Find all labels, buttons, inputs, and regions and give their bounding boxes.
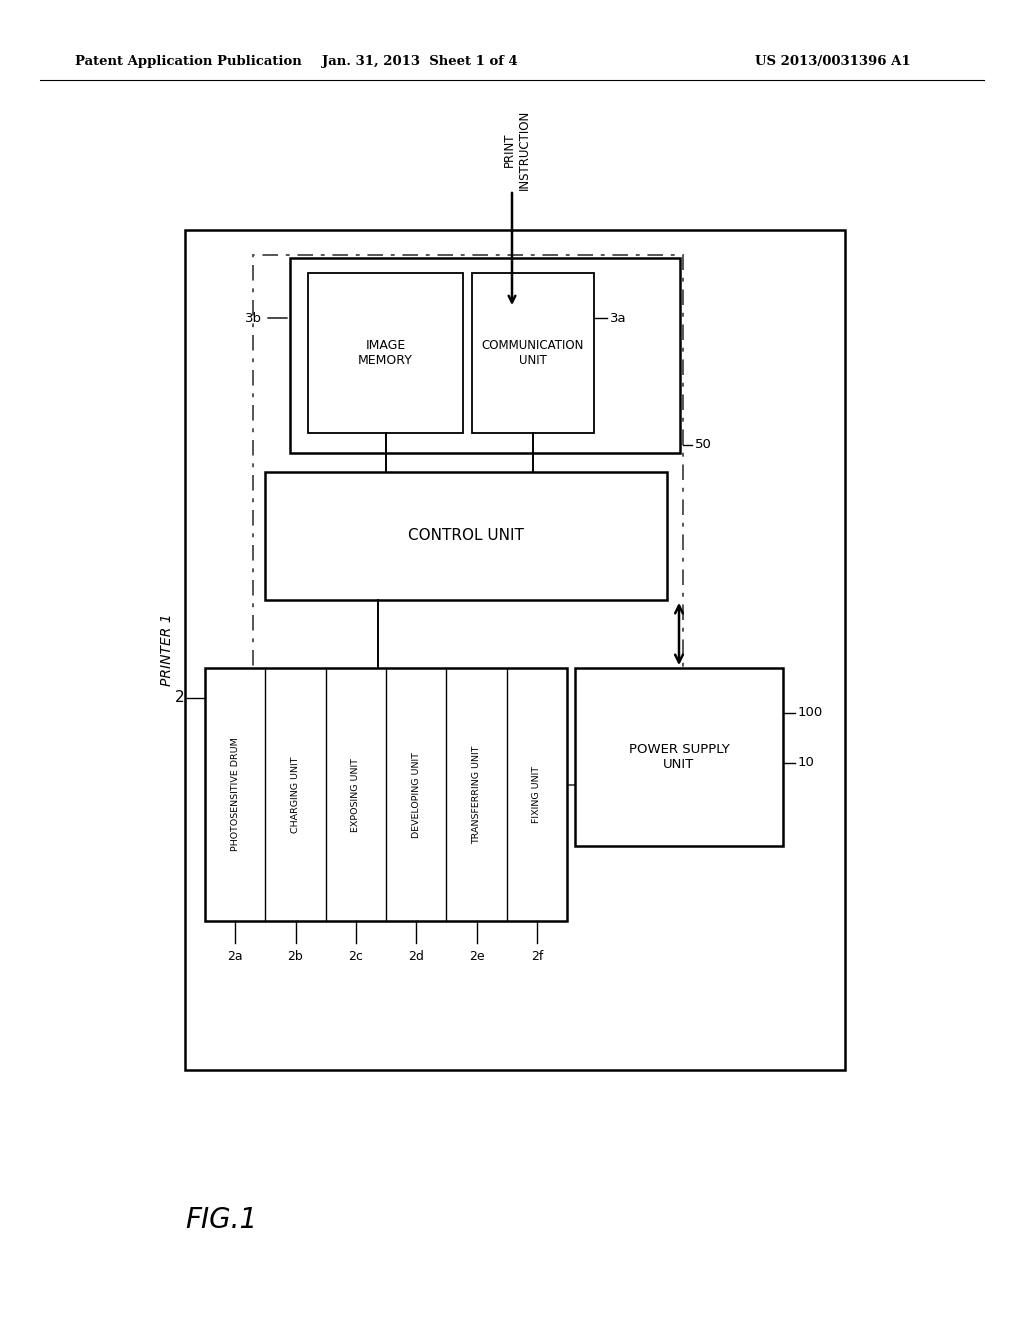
Text: 2f: 2f bbox=[530, 950, 543, 964]
Text: 3a: 3a bbox=[610, 312, 627, 325]
Text: 2b: 2b bbox=[288, 950, 303, 964]
Text: COMMUNICATION
UNIT: COMMUNICATION UNIT bbox=[482, 339, 584, 367]
Text: EXPOSING UNIT: EXPOSING UNIT bbox=[351, 758, 360, 832]
Text: PRINTER 1: PRINTER 1 bbox=[160, 614, 174, 686]
Bar bbox=[185, 230, 845, 1071]
Text: 10: 10 bbox=[798, 756, 815, 770]
Bar bbox=[290, 257, 680, 453]
Bar bbox=[265, 473, 667, 601]
Text: Patent Application Publication: Patent Application Publication bbox=[75, 55, 302, 69]
Text: FIG.1: FIG.1 bbox=[185, 1206, 257, 1234]
Text: 3b: 3b bbox=[245, 312, 262, 325]
Bar bbox=[575, 668, 783, 846]
Text: 2: 2 bbox=[175, 690, 185, 705]
Text: PHOTOSENSITIVE DRUM: PHOTOSENSITIVE DRUM bbox=[230, 738, 240, 851]
Text: CONTROL UNIT: CONTROL UNIT bbox=[408, 528, 524, 544]
Text: 2e: 2e bbox=[469, 950, 484, 964]
Text: TRANSFERRING UNIT: TRANSFERRING UNIT bbox=[472, 746, 481, 843]
Bar bbox=[472, 273, 594, 433]
Text: IMAGE
MEMORY: IMAGE MEMORY bbox=[358, 339, 413, 367]
Bar bbox=[308, 273, 463, 433]
Text: Jan. 31, 2013  Sheet 1 of 4: Jan. 31, 2013 Sheet 1 of 4 bbox=[323, 55, 518, 69]
Text: 100: 100 bbox=[798, 706, 823, 719]
Text: FIXING UNIT: FIXING UNIT bbox=[532, 766, 542, 824]
Text: CHARGING UNIT: CHARGING UNIT bbox=[291, 756, 300, 833]
Bar bbox=[253, 255, 683, 785]
Bar bbox=[205, 668, 567, 921]
Text: POWER SUPPLY
UNIT: POWER SUPPLY UNIT bbox=[629, 743, 729, 771]
Text: 2d: 2d bbox=[409, 950, 424, 964]
Text: DEVELOPING UNIT: DEVELOPING UNIT bbox=[412, 751, 421, 837]
Text: 2a: 2a bbox=[227, 950, 243, 964]
Text: 50: 50 bbox=[695, 438, 712, 451]
Text: 2c: 2c bbox=[348, 950, 364, 964]
Text: US 2013/0031396 A1: US 2013/0031396 A1 bbox=[755, 55, 910, 69]
Text: PRINT
INSTRUCTION: PRINT INSTRUCTION bbox=[503, 110, 531, 190]
